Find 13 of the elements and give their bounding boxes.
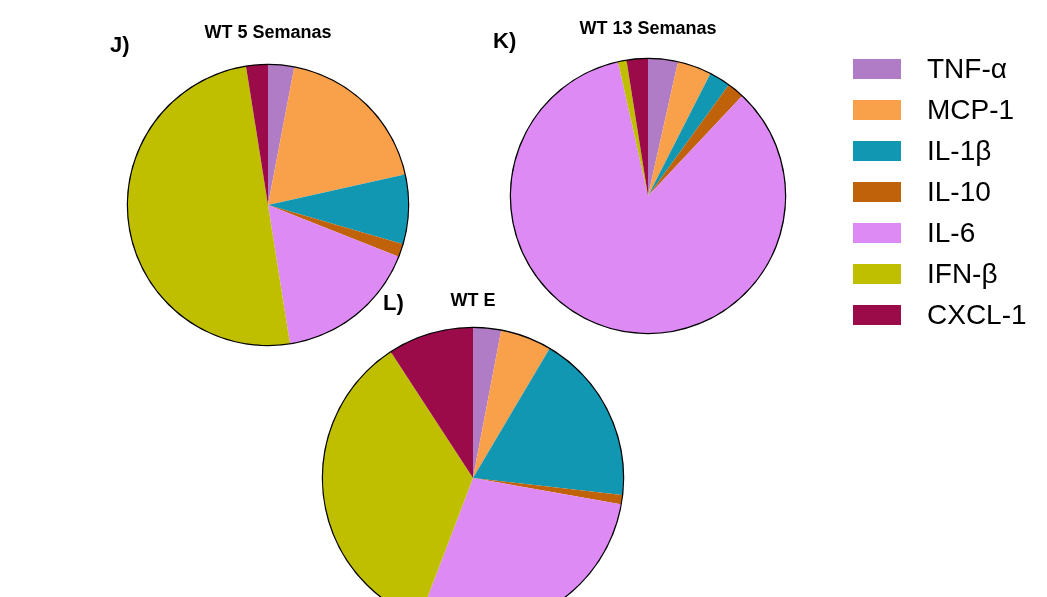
legend-label: IL-10 bbox=[927, 175, 991, 208]
legend-label: IL-1β bbox=[927, 134, 992, 167]
legend-label: MCP-1 bbox=[927, 93, 1015, 126]
chart-title: WT 13 Semanas bbox=[579, 18, 717, 38]
legend-label: IL-6 bbox=[927, 216, 976, 249]
legend-label: CXCL-1 bbox=[927, 298, 1027, 331]
text: K) bbox=[493, 28, 517, 54]
legend-label: TNF-α bbox=[927, 52, 1007, 85]
legend-label: IFN-β bbox=[927, 257, 998, 290]
chart-title: WT 5 Semanas bbox=[204, 22, 332, 42]
chart-title: WT E bbox=[450, 290, 496, 310]
text: J) bbox=[110, 32, 130, 58]
text: L) bbox=[383, 290, 404, 316]
